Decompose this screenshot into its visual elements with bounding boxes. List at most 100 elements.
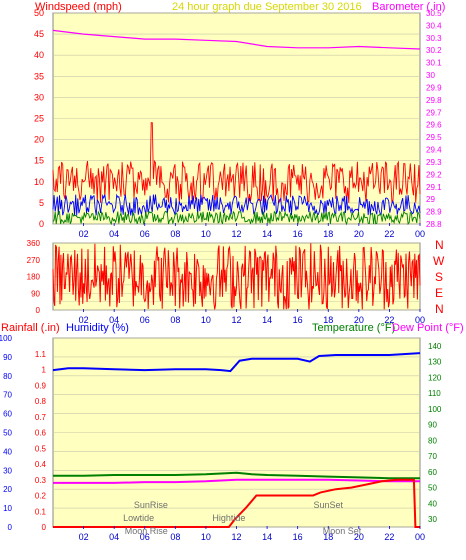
compass-n-bottom: N <box>435 302 444 316</box>
temperature-axis-label: Temperature (°F) <box>312 322 395 334</box>
temperature-tick-label: 30 <box>428 515 437 524</box>
direction-x-tick-label: 00 <box>415 315 425 325</box>
average-wind-series-line <box>52 193 421 217</box>
climate-x-tick-label: 06 <box>140 532 150 542</box>
humidity-axis-label: Humidity (%) <box>66 322 129 334</box>
windspeed-axis-label: Windspeed (mph) <box>35 1 122 13</box>
barometer-tick-label: 30.2 <box>426 46 442 55</box>
humidity-tick-label: 100 <box>0 334 13 343</box>
rainfall-tick-label: 0.2 <box>35 492 47 501</box>
axes: 0510152025303540455028.828.92929.129.229… <box>0 8 442 542</box>
climate-x-tick-label: 14 <box>262 532 272 542</box>
rainfall-tick-label: 0.6 <box>35 429 47 438</box>
humidity-tick-label: 20 <box>3 485 12 494</box>
humidity-tick-label: 60 <box>3 410 12 419</box>
barometer-tick-label: 29.5 <box>426 133 442 142</box>
barometer-tick-label: 29.3 <box>426 158 442 167</box>
climate-x-tick-label: 10 <box>201 532 211 542</box>
humidity-tick-label: 30 <box>3 466 12 475</box>
windspeed-tick-label: 30 <box>34 92 44 102</box>
grid <box>53 12 420 528</box>
compass-e: E <box>435 286 443 300</box>
wind-x-tick-label: 12 <box>231 229 241 239</box>
barometer-tick-label: 29 <box>426 195 435 204</box>
temperature-tick-label: 100 <box>428 405 442 414</box>
wind-x-tick-label: 08 <box>170 229 180 239</box>
barometer-tick-label: 28.8 <box>426 220 442 229</box>
windspeed-tick-label: 15 <box>34 156 44 166</box>
temperature-tick-label: 50 <box>428 484 437 493</box>
temperature-tick-label: 40 <box>428 499 437 508</box>
wind-x-tick-label: 20 <box>354 229 364 239</box>
event-label: Lowtide <box>123 513 154 523</box>
barometer-tick-label: 29.4 <box>426 146 442 155</box>
direction-tick-label: 270 <box>27 256 41 265</box>
wind-direction-series-line <box>52 243 421 310</box>
temperature-tick-label: 120 <box>428 373 442 382</box>
humidity-tick-label: 50 <box>3 429 12 438</box>
wind-x-tick-label: 22 <box>384 229 394 239</box>
climate-x-tick-label: 20 <box>354 532 364 542</box>
direction-tick-label: 0 <box>36 306 41 315</box>
wind-x-tick-label: 10 <box>201 229 211 239</box>
dewpoint-axis-label: Dew Point (°F) <box>392 322 464 334</box>
compass-n-top: N <box>435 238 444 252</box>
temperature-tick-label: 140 <box>428 342 442 351</box>
windspeed-tick-label: 25 <box>34 114 44 124</box>
barometer-tick-label: 29.1 <box>426 183 442 192</box>
direction-x-tick-label: 12 <box>231 315 241 325</box>
barometer-series-line <box>52 29 421 50</box>
climate-x-tick-label: 18 <box>323 532 333 542</box>
rainfall-tick-label: 1 <box>42 366 47 375</box>
event-label: Hightide <box>212 513 245 523</box>
temperature-tick-label: 70 <box>428 452 437 461</box>
windspeed-tick-label: 20 <box>34 135 44 145</box>
direction-x-tick-label: 10 <box>201 315 211 325</box>
barometer-tick-label: 30 <box>426 71 435 80</box>
direction-tick-label: 360 <box>27 239 41 248</box>
event-label: SunSet <box>313 500 343 510</box>
humidity-tick-label: 0 <box>8 523 13 532</box>
climate-x-tick-label: 08 <box>170 532 180 542</box>
barometer-tick-label: 30.1 <box>426 59 442 68</box>
windspeed-tick-label: 50 <box>34 8 44 18</box>
direction-x-tick-label: 02 <box>79 315 89 325</box>
windspeed-tick-label: 10 <box>34 177 44 187</box>
event-label: Moon Rise <box>125 526 168 536</box>
wind-x-tick-label: 14 <box>262 229 272 239</box>
barometer-tick-label: 28.9 <box>426 208 442 217</box>
rainfall-tick-label: 0.8 <box>35 397 47 406</box>
climate-x-tick-label: 16 <box>293 532 303 542</box>
rainfall-tick-label: 0.7 <box>35 413 47 422</box>
windspeed-tick-label: 40 <box>34 50 44 60</box>
climate-x-tick-label: 12 <box>231 532 241 542</box>
event-label: Moon Set <box>323 526 362 536</box>
climate-x-tick-label: 02 <box>79 532 89 542</box>
wind-x-tick-label: 00 <box>415 229 425 239</box>
rainfall-tick-label: 0.4 <box>35 460 47 469</box>
barometer-tick-label: 29.2 <box>426 170 442 179</box>
climate-x-tick-label: 00 <box>415 532 425 542</box>
rainfall-tick-label: 0.3 <box>35 476 47 485</box>
temperature-tick-label: 60 <box>428 468 437 477</box>
event-labels: SunRise Lowtide Moon Rise Hightide SunSet Moo… <box>123 500 362 536</box>
barometer-tick-label: 29.7 <box>426 108 442 117</box>
rainfall-tick-label: 0.5 <box>35 444 47 453</box>
direction-x-tick-label: 06 <box>140 315 150 325</box>
humidity-tick-label: 10 <box>3 504 12 513</box>
barometer-tick-label: 29.6 <box>426 121 442 130</box>
barometer-tick-label: 30.5 <box>426 9 442 18</box>
dewpoint-series-line <box>53 478 420 484</box>
wind-x-tick-label: 16 <box>293 229 303 239</box>
humidity-tick-label: 80 <box>3 372 12 381</box>
barometer-tick-label: 29.8 <box>426 96 442 105</box>
temperature-tick-label: 110 <box>428 389 441 398</box>
climate-x-tick-label: 22 <box>384 532 394 542</box>
climate-x-tick-label: 04 <box>109 532 119 542</box>
temperature-tick-label: 80 <box>428 436 437 445</box>
temperature-series-line <box>53 471 420 480</box>
wind-x-tick-label: 18 <box>323 229 333 239</box>
rainfall-tick-label: 0.9 <box>35 381 47 390</box>
